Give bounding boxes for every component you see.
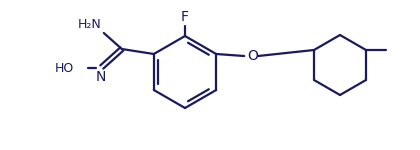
Text: H₂N: H₂N: [78, 18, 102, 31]
Text: N: N: [96, 70, 106, 84]
Text: O: O: [248, 49, 259, 63]
Text: HO: HO: [55, 61, 74, 75]
Text: F: F: [181, 10, 189, 24]
